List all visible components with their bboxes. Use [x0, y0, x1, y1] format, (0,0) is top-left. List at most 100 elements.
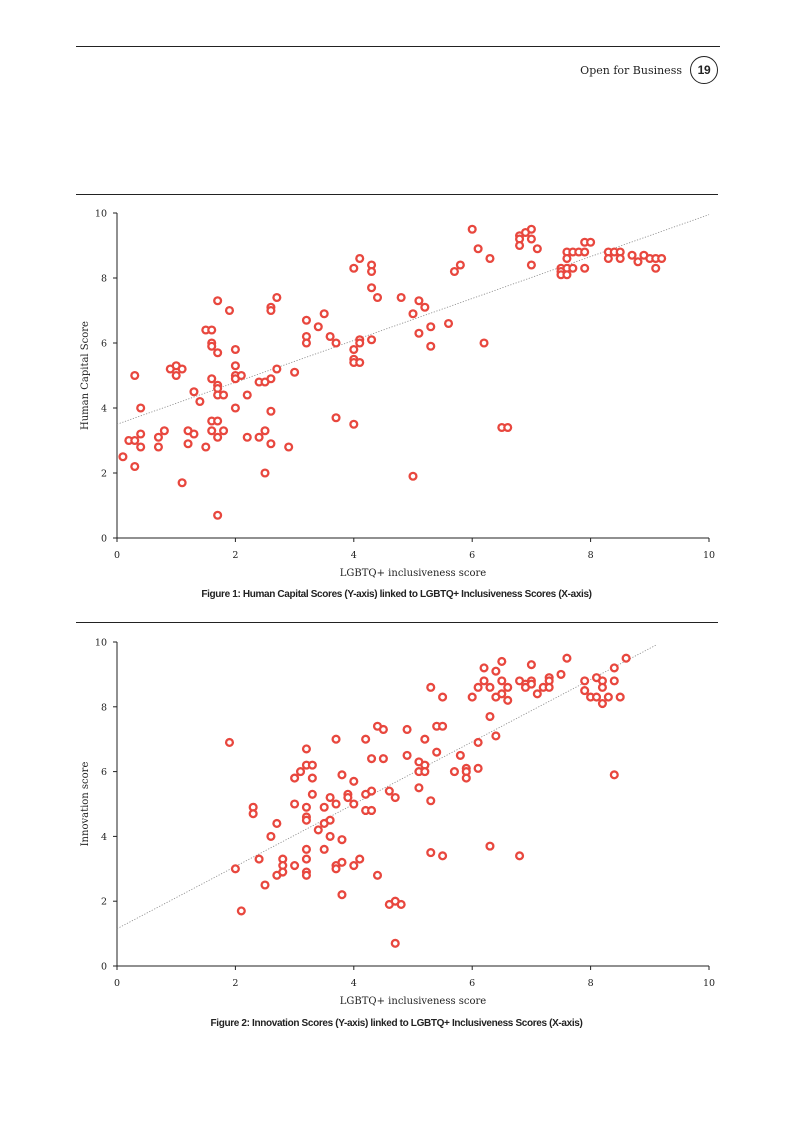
scatter-point [426, 341, 436, 351]
scatter-point [473, 244, 483, 254]
scatter-point [343, 792, 353, 803]
x-tick-label: 10 [703, 978, 715, 989]
x-tick-label: 0 [114, 550, 120, 561]
scatter-point [449, 266, 459, 277]
scatter-point [177, 364, 187, 374]
scatter-point [331, 799, 341, 809]
y-tick-label: 8 [101, 274, 107, 285]
scatter-point [248, 809, 258, 819]
scatter-point [580, 676, 590, 686]
x-tick-label: 2 [232, 550, 238, 561]
scatter-point [402, 750, 412, 760]
scatter-point [301, 815, 311, 825]
scatter-point [355, 357, 365, 368]
scatter-point [313, 825, 323, 835]
scatter-point [580, 247, 590, 257]
scatter-point [159, 426, 169, 436]
y-tick-label: 6 [101, 339, 107, 350]
scatter-point [455, 260, 465, 270]
scatter-point [236, 370, 246, 381]
scatter-point [414, 328, 424, 338]
scatter-point [455, 750, 465, 760]
y-tick-label: 10 [95, 209, 107, 220]
x-tick-label: 8 [588, 978, 594, 989]
scatter-point [491, 666, 501, 676]
scatter-point [408, 309, 418, 319]
scatter-point [503, 422, 513, 433]
figure1-scatter-chart: 0 2 4 6 8 10 0 2 4 6 8 10 LGBTQ+ inclusiveness score… [80, 209, 715, 580]
scatter-point [153, 442, 163, 452]
figure2-top-rule [76, 622, 718, 623]
scatter-point [319, 844, 329, 854]
header-rule [76, 46, 720, 47]
figure2-scatter-chart: 0 2 4 6 8 10 0 2 4 6 8 10 LGBTQ+ inclusiveness score… [80, 638, 715, 1008]
scatter-point [497, 689, 507, 699]
scatter-point [526, 260, 536, 270]
scatter-point [260, 426, 270, 436]
scatter-point [337, 857, 347, 867]
scatter-point [313, 322, 323, 332]
scatter-point [266, 406, 276, 416]
scatter-point [420, 302, 430, 312]
scatter-point [426, 682, 436, 692]
scatter-point [349, 419, 359, 429]
trend-line [116, 644, 656, 930]
y-tick-label: 4 [101, 832, 107, 843]
scatter-point [319, 802, 329, 812]
scatter-point [189, 429, 199, 439]
scatter-point [266, 305, 276, 316]
scatter-point [295, 767, 306, 777]
x-axis-title: LGBTQ+ inclusiveness score [340, 568, 487, 579]
running-header: Open for Business 19 [580, 56, 718, 84]
scatter-point [177, 478, 187, 488]
scatter-point [136, 403, 146, 413]
scatter-point [349, 799, 359, 809]
scatter-point [307, 760, 317, 770]
scatter-point [544, 682, 554, 692]
scatter-point [290, 773, 300, 783]
x-axis-title: LGBTQ+ inclusiveness score [340, 996, 487, 1007]
x-tick-label: 4 [351, 550, 357, 561]
scatter-point [580, 686, 590, 696]
scatter-point [207, 426, 217, 436]
scatter-point [130, 435, 140, 446]
scatter-point [224, 305, 235, 316]
scatter-point [260, 468, 270, 478]
scatter-point [390, 792, 400, 803]
scatter-point [473, 737, 483, 747]
scatter-point [420, 734, 430, 744]
scatter-point [278, 867, 288, 877]
scatter-point [443, 318, 454, 329]
scatter-point [438, 692, 448, 702]
scatter-point [230, 361, 240, 371]
scatter-point [597, 682, 607, 692]
scatter-point [219, 426, 229, 436]
scatter-point [349, 776, 359, 786]
scatter-point [426, 322, 436, 332]
scatter-point [396, 292, 406, 303]
x-tick-label: 10 [703, 550, 715, 561]
scatter-point [633, 257, 643, 267]
scatter-point [420, 767, 430, 777]
scatter-point [479, 676, 489, 686]
scatter-point [118, 452, 128, 462]
scatter-point [319, 309, 329, 319]
scatter-point [355, 338, 365, 348]
y-tick-label: 0 [101, 962, 107, 973]
scatter-point [337, 835, 347, 845]
scatter-point [230, 344, 240, 355]
scatter-point [526, 234, 536, 244]
scatter-point [195, 396, 205, 407]
scatter-point [591, 692, 602, 702]
scatter-point [349, 861, 359, 871]
scatter-point [603, 253, 613, 264]
scatter-point [301, 844, 311, 854]
scatter-point [130, 370, 140, 381]
scatter-point [242, 432, 252, 442]
scatter-point [331, 338, 341, 348]
scatter-point [467, 692, 477, 702]
scatter-point [497, 676, 507, 686]
scatter-point [473, 763, 483, 773]
scatter-point [609, 676, 619, 686]
scatter-point [367, 805, 377, 816]
